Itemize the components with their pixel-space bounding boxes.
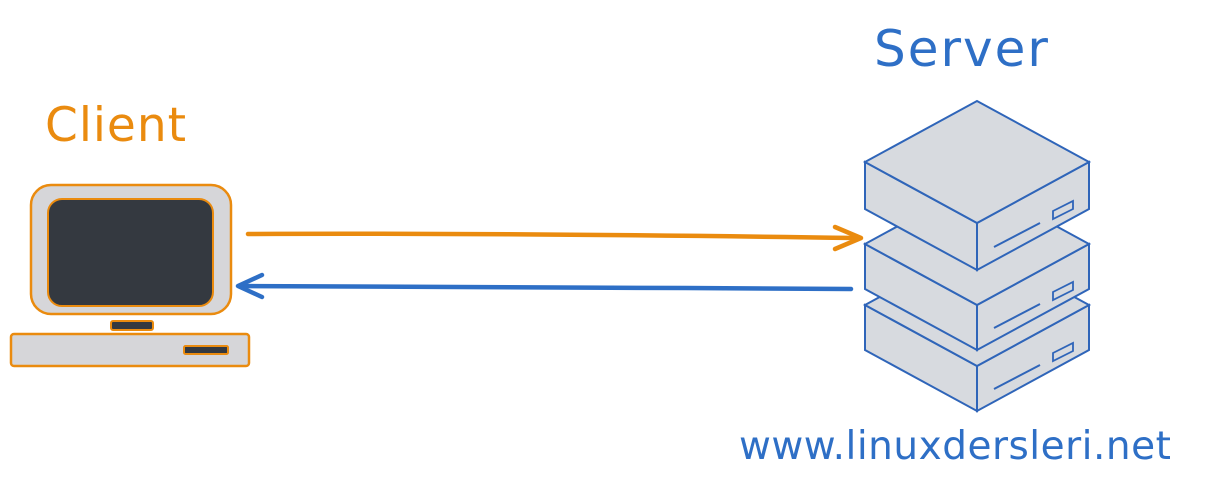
arrow-right-icon [245, 224, 864, 252]
website-url: www.linuxdersleri.net [739, 424, 1172, 469]
client-label: Client [45, 98, 188, 153]
arrow-left-icon [235, 272, 854, 300]
server-label: Server [874, 20, 1050, 78]
server-unit-top [862, 99, 1092, 272]
computer-icon [9, 183, 251, 368]
server-rack-icon [862, 99, 1092, 413]
